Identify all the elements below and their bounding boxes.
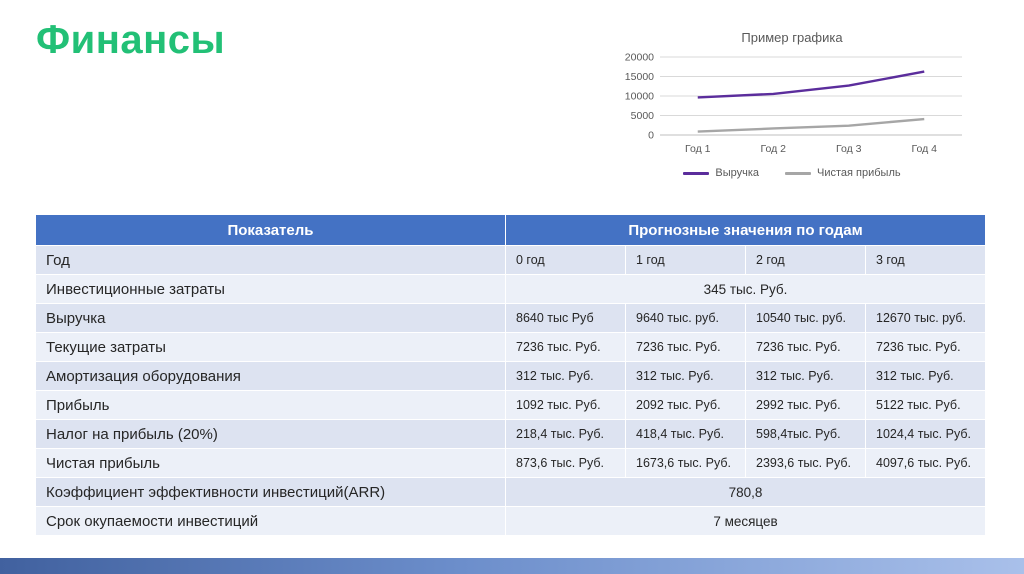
row-value: 7236 тыс. Руб. (505, 332, 626, 362)
row-label: Срок окупаемости инвестиций (35, 506, 506, 536)
series-line (697, 70, 925, 99)
row-label: Налог на прибыль (20%) (35, 419, 506, 449)
row-value: 1024,4 тыс. Руб. (864, 419, 987, 449)
y-axis-tick-label: 5000 (631, 110, 655, 122)
row-value: 2393,6 тыс. Руб. (745, 448, 866, 478)
legend-label: Выручка (715, 167, 760, 179)
row-label: Коэффициент эффективности инвестиций(ARR… (35, 477, 506, 507)
x-axis-tick-label: Год 3 (836, 143, 862, 155)
x-axis-tick-label: Год 4 (912, 143, 938, 155)
row-value: 312 тыс. Руб. (505, 361, 626, 391)
table-row: Налог на прибыль (20%) 218,4 тыс. Руб. 418… (35, 419, 987, 449)
row-label: Амортизация оборудования (35, 361, 506, 391)
legend-line-swatch (683, 171, 710, 175)
row-value: 7236 тыс. Руб. (864, 332, 987, 362)
y-axis-tick-label: 20000 (625, 52, 654, 64)
x-axis-tick-label: Год 2 (761, 143, 787, 155)
row-label: Прибыль (35, 390, 506, 420)
row-value: 7236 тыс. Руб. (745, 332, 866, 362)
table-row: Текущие затраты 7236 тыс. Руб. 7236 тыс. Р… (35, 332, 987, 362)
series-line (697, 117, 925, 133)
row-label: Текущие затраты (35, 332, 506, 362)
y-axis-tick-label: 15000 (625, 71, 654, 83)
row-value: 4097,6 тыс. Руб. (864, 448, 987, 478)
table-row: Чистая прибыль 873,6 тыс. Руб. 1673,6 тыс.… (35, 448, 987, 478)
row-value: 312 тыс. Руб. (625, 361, 746, 391)
row-value: 312 тыс. Руб. (864, 361, 987, 391)
y-axis-tick-label: 0 (648, 130, 654, 142)
y-axis-tick-label: 10000 (625, 91, 654, 103)
row-label: Чистая прибыль (35, 448, 506, 478)
row-value: 2092 тыс. Руб. (625, 390, 746, 420)
line-chart-plot: 0 5000 10000 15000 20000 Год 1 Год 2 Год 3 Год 4 (625, 52, 962, 155)
legend-line-swatch (785, 171, 812, 175)
row-value: 1673,6 тыс. Руб. (625, 448, 746, 478)
table-row: Срок окупаемости инвестиций 7 месяцев (35, 506, 987, 536)
table-row: Прибыль 1092 тыс. Руб. 2092 тыс. Руб. 2992 … (35, 390, 987, 420)
row-value: 218,4 тыс. Руб. (505, 419, 626, 449)
table-row: Год 0 год 1 год 2 год 3 год (35, 245, 987, 275)
row-value: 3 год (864, 245, 987, 275)
row-value: 9640 тыс. руб. (625, 303, 746, 333)
row-value: 418,4 тыс. Руб. (625, 419, 746, 449)
table-header-row: Показатель Прогнозные значения по годам (35, 214, 987, 246)
row-value: 12670 тыс. руб. (864, 303, 987, 333)
chart-legend: Выручка Чистая прибыль (608, 167, 976, 179)
table-row: Инвестиционные затраты 345 тыс. Руб. (35, 274, 987, 304)
row-value: 1 год (625, 245, 746, 275)
row-value: 873,6 тыс. Руб. (505, 448, 626, 478)
finance-table: Показатель Прогнозные значения по годам … (35, 214, 987, 536)
row-value: 5122 тыс. Руб. (864, 390, 987, 420)
row-merged-value: 7 месяцев (504, 506, 987, 536)
row-label: Инвестиционные затраты (35, 274, 506, 304)
legend-item: Чистая прибыль (785, 167, 901, 179)
bottom-accent-bar (0, 558, 1024, 574)
row-value: 8640 тыс Руб (505, 303, 626, 333)
header-indicator: Показатель (35, 214, 506, 246)
row-value: 2992 тыс. Руб. (745, 390, 866, 420)
row-value: 7236 тыс. Руб. (625, 332, 746, 362)
table-row: Коэффициент эффективности инвестиций(ARR… (35, 477, 987, 507)
page-title: Финансы (36, 18, 226, 62)
row-merged-value: 780,8 (504, 477, 987, 507)
x-axis-tick-label: Год 1 (685, 143, 711, 155)
legend-label: Чистая прибыль (817, 167, 901, 179)
row-value: 10540 тыс. руб. (745, 303, 866, 333)
table-row: Амортизация оборудования 312 тыс. Руб. 312… (35, 361, 987, 391)
header-forecast: Прогнозные значения по годам (504, 214, 987, 246)
legend-item: Выручка (683, 167, 759, 179)
row-value: 598,4тыс. Руб. (745, 419, 866, 449)
row-value: 312 тыс. Руб. (745, 361, 866, 391)
row-label: Выручка (35, 303, 506, 333)
chart-title: Пример графика (741, 30, 843, 45)
row-label: Год (35, 245, 506, 275)
row-value: 2 год (745, 245, 866, 275)
example-chart: Пример графика 0 5000 10000 15000 20000 Год 1… (608, 30, 976, 179)
row-merged-value: 345 тыс. Руб. (504, 274, 987, 304)
table-row: Выручка 8640 тыс Руб 9640 тыс. руб. 10540 т… (35, 303, 987, 333)
row-value: 0 год (505, 245, 626, 275)
row-value: 1092 тыс. Руб. (505, 390, 626, 420)
